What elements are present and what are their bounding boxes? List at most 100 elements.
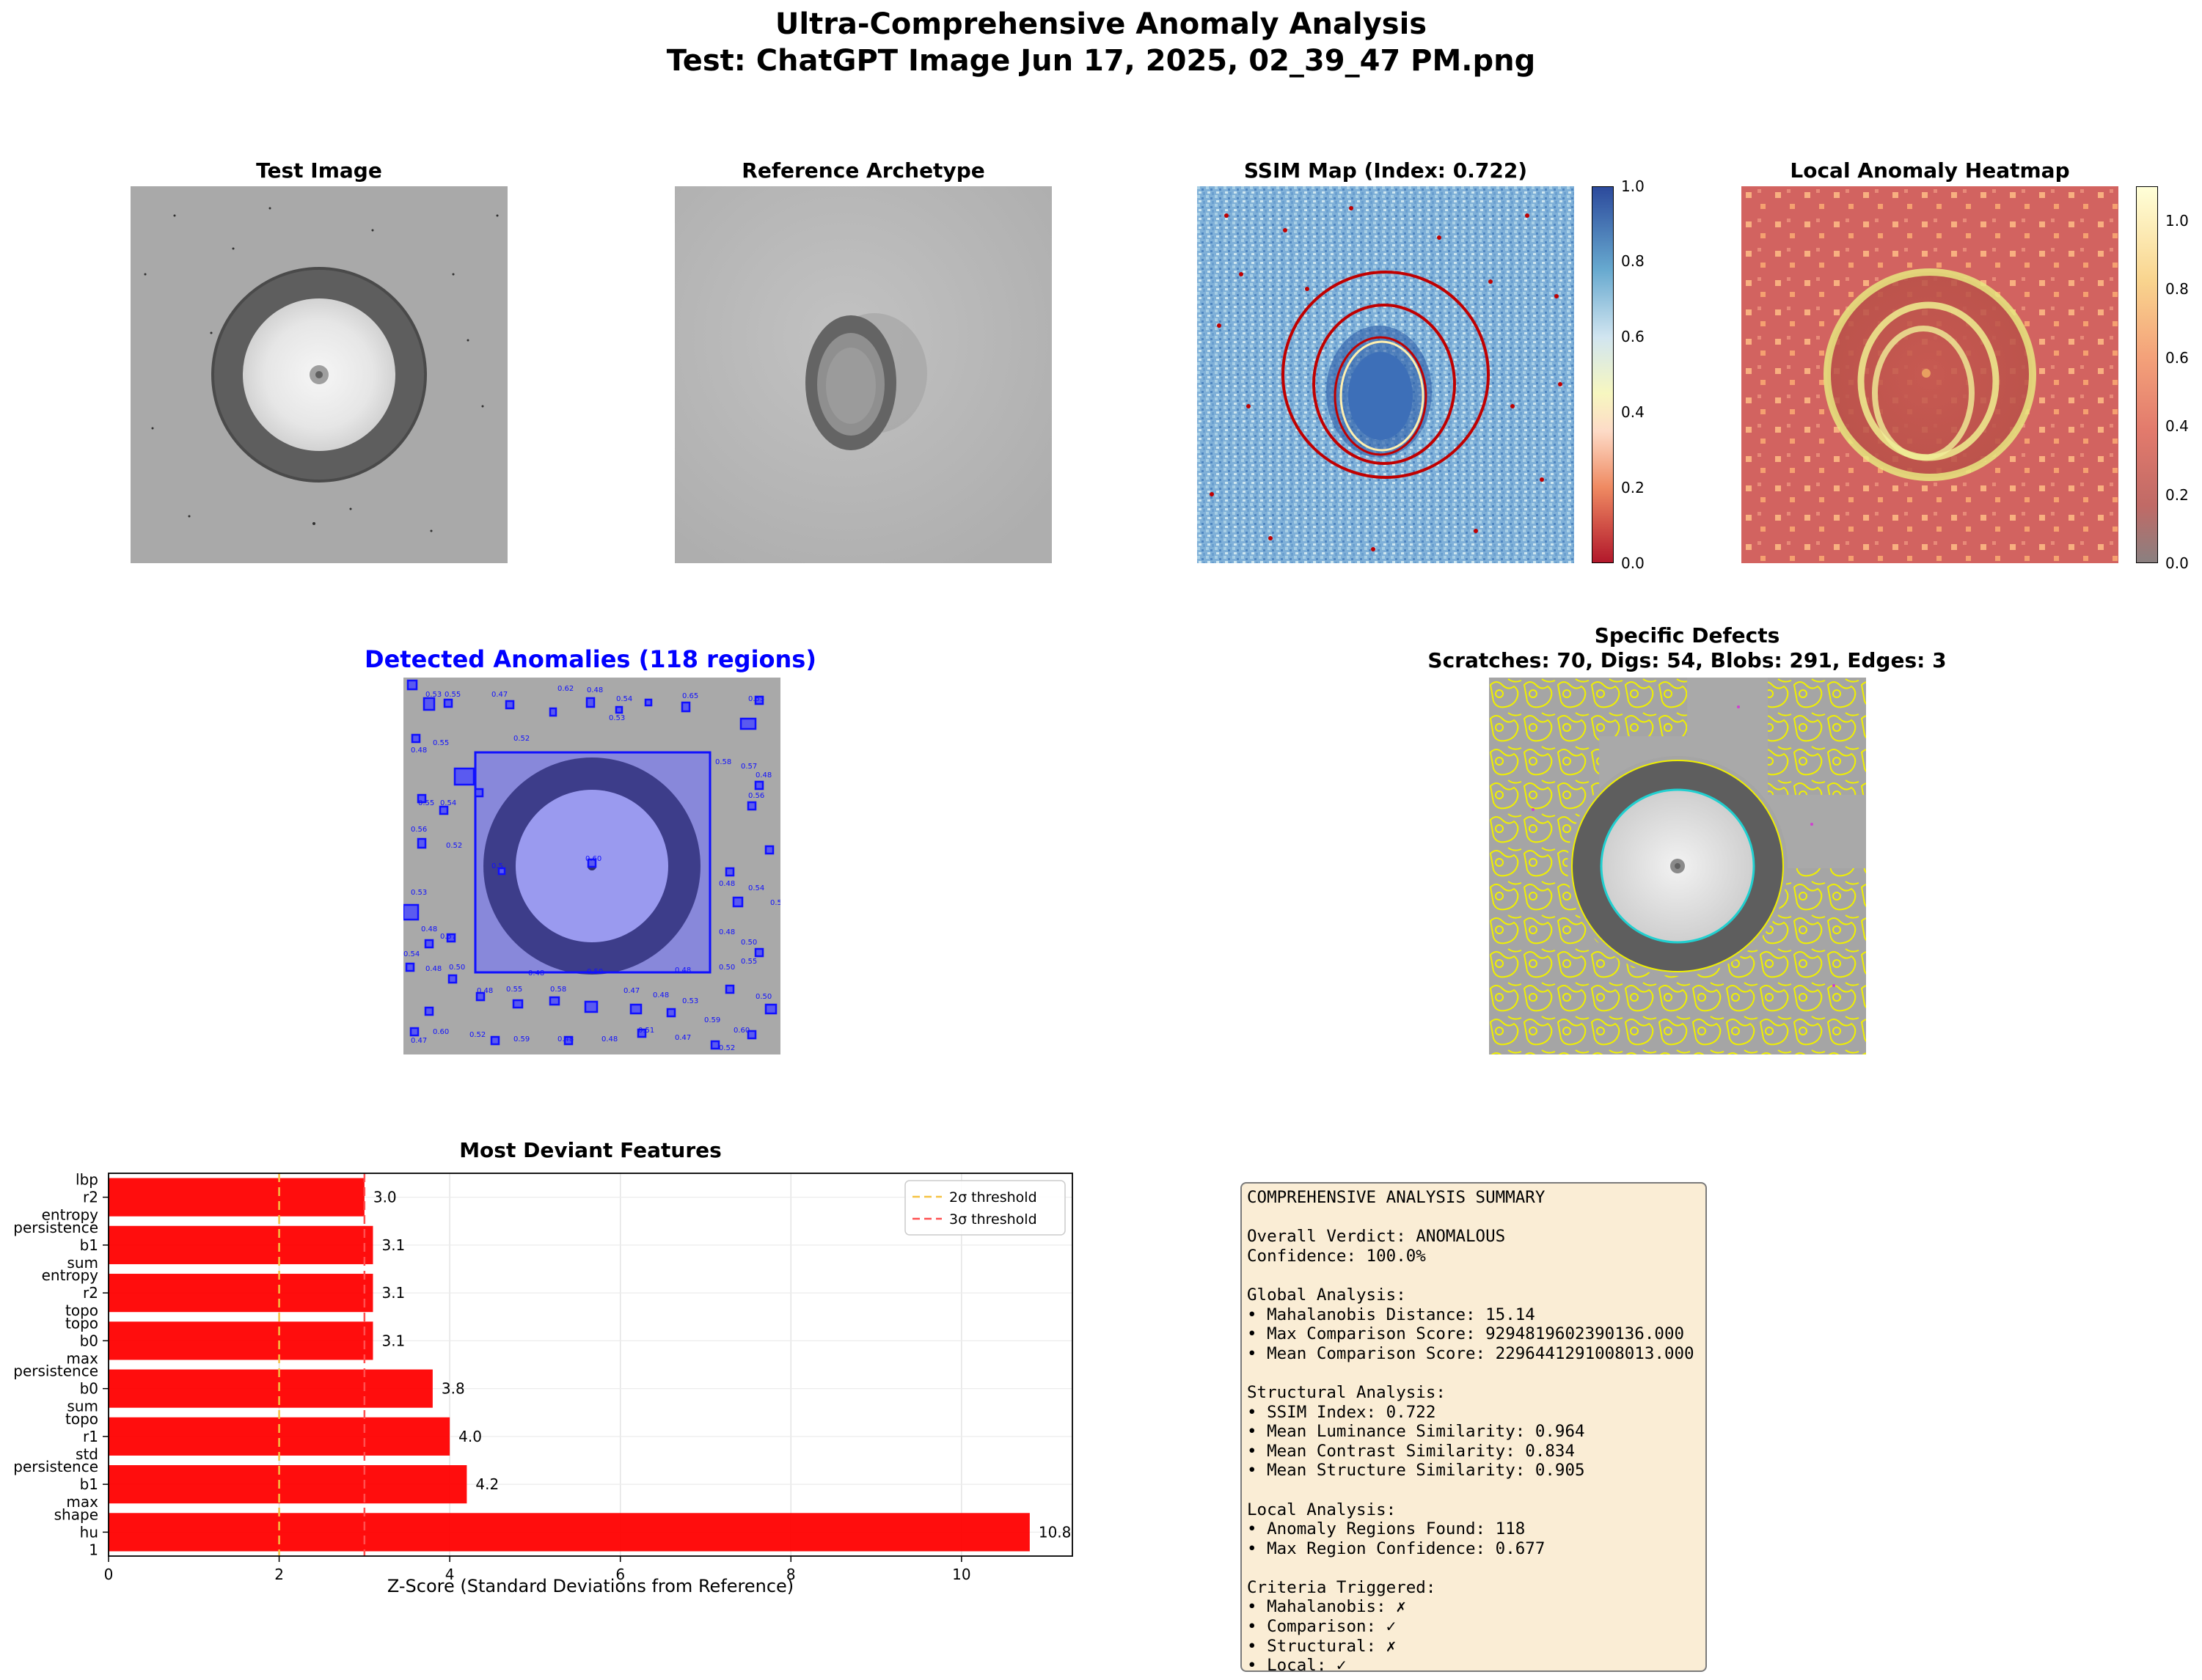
svg-text:0.53: 0.53 [609,714,625,722]
detected-anomalies-image: 0.53 0.55 0.47 0.62 0.48 0.54 0.65 0.53 0.48 0.… [403,678,780,1054]
summary-line [1247,1363,1705,1383]
y-tick-label: shape [54,1505,98,1523]
detected-title-text: Detected Anomalies (118 regions) [365,645,816,673]
svg-text:0.52: 0.52 [513,735,530,743]
heat-cbar-tick: 0.6 [2165,349,2189,367]
svg-text:0.58: 0.58 [715,758,731,766]
summary-line: • Anomaly Regions Found: 118 [1247,1519,1526,1539]
svg-text:0.56: 0.56 [411,826,427,834]
svg-text:0.50: 0.50 [756,993,772,1001]
svg-text:0.60: 0.60 [585,855,601,863]
svg-text:0.57: 0.57 [440,933,456,941]
svg-text:0.48: 0.48 [425,965,442,973]
y-tick-label: 1 [89,1541,98,1558]
y-tick-label: entropy [42,1206,99,1224]
ssim-title: SSIM Map (Index: 0.722) [1243,158,1528,183]
svg-text:0.52: 0.52 [446,842,462,850]
svg-text:0.55: 0.55 [445,691,461,699]
test-image [131,186,508,563]
ssim-cbar-tick: 0.4 [1621,403,1645,421]
summary-line [1247,1558,1705,1578]
ssim-colorbar [1592,186,1614,563]
svg-text:0.55: 0.55 [741,958,757,966]
figure-title-line1: Ultra-Comprehensive Anomaly Analysis [775,7,1427,41]
y-tick-label: hu [80,1523,98,1541]
x-tick-label: 2 [274,1566,284,1583]
y-tick-label: lbp [76,1171,98,1189]
summary-line: • Mean Structure Similarity: 0.905 [1247,1461,1585,1481]
bar [109,1225,373,1264]
svg-text:0.58: 0.58 [550,986,566,994]
summary-line: • Max Region Confidence: 0.677 [1247,1538,1546,1558]
x-tick-label: 0 [104,1566,114,1583]
svg-text:0.57: 0.57 [741,763,757,771]
svg-text:0.50: 0.50 [449,964,465,972]
summary-line: Structural Analysis: [1247,1382,1446,1402]
y-tick-label: entropy [42,1266,99,1284]
y-tick-label: persistence [13,1362,98,1380]
y-tick-label: b0 [80,1332,98,1349]
svg-text:0.48: 0.48 [411,747,427,755]
svg-text:0.54: 0.54 [403,950,420,958]
bar-value-label: 3.8 [442,1380,465,1398]
ssim-cbar-tick: 1.0 [1621,177,1645,195]
summary-line: • Mean Contrast Similarity: 0.834 [1247,1441,1576,1461]
y-tick-label: topo [65,1302,98,1319]
svg-text:0.55: 0.55 [418,799,434,807]
chart-xlabel: Z-Score (Standard Deviations from Refere… [387,1576,794,1596]
bar-value-label: 4.0 [458,1428,482,1445]
summary-line [1247,1481,1705,1500]
svg-text:0.54: 0.54 [440,799,456,807]
plot-frame [108,1173,1073,1557]
y-tick-label: sum [67,1254,98,1272]
summary-line: • Max Comparison Score: 9294819602390136… [1247,1324,1685,1344]
summary-line: Confidence: 100.0% [1247,1246,1426,1266]
summary-line: Criteria Triggered: [1247,1577,1436,1597]
defects-title-line2: Scratches: 70, Digs: 54, Blobs: 291, Edg… [1427,648,1947,672]
bar [109,1513,1030,1552]
svg-text:0.48: 0.48 [557,1035,574,1043]
bar [109,1274,373,1313]
y-tick-label: r2 [83,1189,98,1206]
y-tick-label: sum [67,1398,98,1415]
x-tick-label: 6 [615,1566,625,1583]
y-tick-label: b0 [80,1380,98,1398]
svg-text:0.51: 0.51 [638,1027,654,1035]
svg-text:0.48: 0.48 [477,987,493,995]
svg-text:0.48: 0.48 [756,771,772,780]
summary-line: • Mahalanobis: ✗ [1247,1597,1406,1617]
heat-cbar-tick: 1.0 [2165,212,2189,230]
bar [109,1465,467,1504]
defects-title-line1: Specific Defects [1594,623,1780,648]
svg-text:0.47: 0.47 [491,691,508,699]
legend-box [904,1180,1066,1236]
ssim-map [1197,186,1574,563]
svg-text:0.48: 0.48 [601,1035,618,1043]
svg-text:0.47: 0.47 [675,1034,691,1042]
x-tick-label: 10 [952,1566,970,1583]
bar-value-label: 3.1 [381,1284,405,1302]
y-tick-label: r1 [83,1428,98,1445]
svg-text:0.60: 0.60 [734,1027,750,1035]
detected-title: Detected Anomalies (118 regions) [220,645,961,673]
summary-line: • SSIM Index: 0.722 [1247,1402,1436,1422]
svg-text:0.48: 0.48 [528,969,544,977]
heat-cbar-tick: 0.8 [2165,280,2189,298]
svg-text:0.56: 0.56 [748,792,764,800]
bar [109,1417,450,1456]
bar [109,1321,373,1360]
heatmap-colorbar [2136,186,2158,563]
svg-text:0.59: 0.59 [704,1016,720,1024]
y-tick-label: max [66,1349,98,1367]
bar-value-label: 4.2 [475,1475,499,1493]
heat-cbar-tick: 0.4 [2165,417,2189,435]
y-tick-label: topo [65,1410,98,1428]
svg-text:0.54: 0.54 [616,695,632,703]
y-tick-label: b1 [80,1236,98,1254]
svg-text:0.59: 0.59 [513,1035,530,1043]
x-tick-label: 8 [786,1566,796,1583]
svg-text:0.48: 0.48 [421,925,437,933]
svg-text:0.52: 0.52 [469,1031,486,1039]
heat-cbar-tick: 0.0 [2165,554,2189,572]
svg-text:0.48: 0.48 [719,928,735,936]
